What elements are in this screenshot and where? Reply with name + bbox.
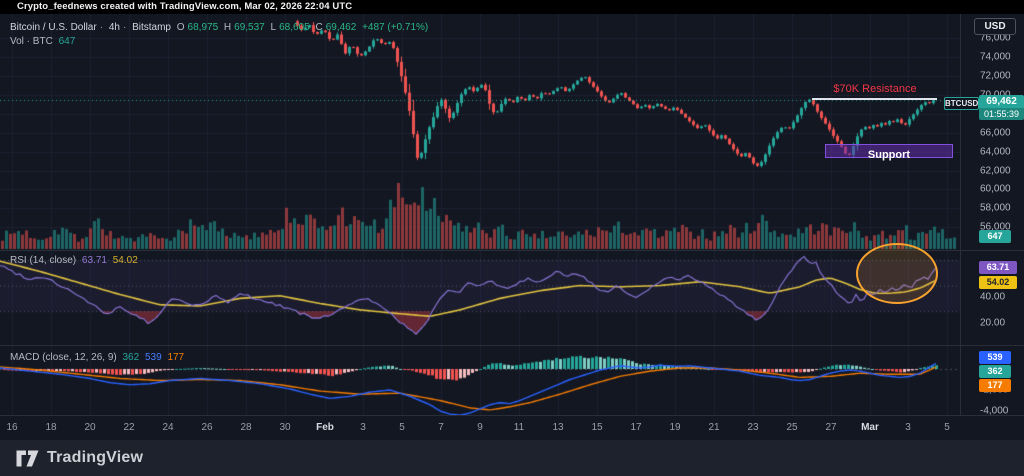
time-tick-label: 20 (84, 422, 96, 433)
tradingview-logo-icon (16, 450, 39, 466)
rsi-axis-badge: 63.71 (979, 261, 1017, 274)
macd-hist-axis-badge: 362 (979, 365, 1011, 378)
rsi-value: 63.71 (81, 255, 107, 266)
last-price-value: 69,462 (979, 95, 1024, 108)
macd-title[interactable]: MACD (close, 12, 26, 9) (10, 352, 117, 363)
axis-tick-label: 56,000 (980, 221, 1011, 233)
axis-tick-label: -4,000 (980, 405, 1009, 417)
macd-line-value: 539 (144, 352, 162, 363)
attribution-bar: Crypto_feednews created with TradingView… (0, 0, 1024, 14)
time-tick-label: 26 (201, 422, 213, 433)
footer-bar: TradingView (0, 440, 1024, 476)
time-tick-label: 11 (513, 422, 525, 433)
time-tick-label: 17 (630, 422, 642, 433)
rsi-ma-axis-badge: 54.02 (979, 276, 1017, 289)
volume-axis-badge: 647 (979, 230, 1011, 243)
axis-tick-label: 60,000 (980, 183, 1011, 195)
close-value: 69,462 (325, 22, 357, 33)
time-tick-label: 21 (708, 422, 720, 433)
macd-signal-axis-badge: 177 (979, 379, 1011, 392)
axis-tick-label: 20.00 (980, 317, 1006, 329)
high-label: H (223, 22, 232, 33)
time-tick-label: 28 (240, 422, 252, 433)
resistance-trendline[interactable] (812, 98, 937, 100)
time-tick-label: 18 (45, 422, 57, 433)
time-axis[interactable]: 16 18 20 22 24 26 28 30 Feb 3 5 7 9 11 13 15 17 19 21 23 25 2… (0, 415, 1024, 440)
time-tick-label: 5 (399, 422, 405, 433)
open-label: O (176, 22, 185, 33)
rsi-legend[interactable]: RSI (14, close) 63.71 54.02 (10, 255, 141, 266)
symbol-title[interactable]: Bitcoin / U.S. Dollar (10, 22, 97, 33)
time-tick-label: 22 (123, 422, 135, 433)
macd-signal-value: 177 (167, 352, 185, 363)
interval-label[interactable]: 4h (108, 22, 120, 33)
time-tick-label: 3 (360, 422, 366, 433)
axis-tick-label: 62,000 (980, 165, 1011, 177)
time-tick-label: 23 (747, 422, 759, 433)
macd-axis-badge: 539 (979, 351, 1011, 364)
volume-label: Vol · BTC (10, 36, 53, 47)
axis-tick-label: 64,000 (980, 146, 1011, 158)
time-tick-label: 5 (944, 422, 950, 433)
attribution-text: Crypto_feednews created with TradingView… (17, 1, 353, 12)
time-tick-label: 15 (591, 422, 603, 433)
low-label: L (270, 22, 277, 33)
low-value: 68,605 (279, 22, 310, 33)
rsi-ma-value: 54.02 (112, 255, 138, 266)
macd-hist-value: 362 (122, 352, 140, 363)
last-price-badge: 69,462 01:55:39 (979, 95, 1024, 120)
pane-separator-macd[interactable] (0, 345, 1024, 346)
axis-tick-label: 66,000 (980, 127, 1011, 139)
resistance-annotation-label[interactable]: $70K Resistance (833, 83, 917, 95)
time-tick-label: 7 (438, 422, 444, 433)
support-zone-box[interactable]: Support (825, 144, 953, 161)
time-tick-major: Mar (861, 422, 879, 433)
time-tick-major: Feb (316, 422, 334, 433)
support-annotation-label: Support (867, 149, 911, 161)
symbol-legend[interactable]: Bitcoin / U.S. Dollar · 4h · Bitstamp O 68,… (10, 22, 429, 33)
close-label: C (315, 22, 323, 33)
chart-area[interactable]: Bitcoin / U.S. Dollar · 4h · Bitstamp O 68,… (0, 14, 1024, 440)
change-value: +487 (+0.71%) (362, 22, 429, 33)
axis-tick-label: 76,000 (980, 32, 1011, 44)
price-axis-separator (960, 14, 961, 415)
time-tick-label: 3 (905, 422, 911, 433)
axis-tick-label: 58,000 (980, 202, 1011, 214)
chart-canvas[interactable] (0, 14, 960, 415)
volume-value: 647 (58, 36, 76, 47)
volume-legend[interactable]: Vol · BTC 647 (10, 36, 78, 47)
axis-tick-label: 40.00 (980, 291, 1006, 303)
pane-separator-rsi[interactable] (0, 250, 1024, 251)
symbol-price-label: BTCUSD (944, 97, 979, 110)
axis-tick-label: 74,000 (980, 51, 1011, 63)
time-tick-label: 9 (477, 422, 483, 433)
macd-legend[interactable]: MACD (close, 12, 26, 9) 362 539 177 (10, 352, 187, 363)
brand-name: TradingView (47, 449, 144, 466)
exchange-label: Bitstamp (132, 22, 171, 33)
time-tick-label: 16 (6, 422, 18, 433)
time-tick-label: 25 (786, 422, 798, 433)
bar-countdown: 01:55:39 (979, 108, 1024, 120)
rsi-title[interactable]: RSI (14, close) (10, 255, 77, 266)
time-tick-label: 27 (825, 422, 837, 433)
open-value: 68,975 (187, 22, 219, 33)
tradingview-brand[interactable]: TradingView (16, 449, 143, 467)
price-axis[interactable]: USD BTCUSD 69,462 01:55:39 647 63.71 54.… (944, 14, 1024, 417)
time-tick-label: 13 (552, 422, 564, 433)
time-tick-label: 30 (279, 422, 291, 433)
time-tick-label: 24 (162, 422, 174, 433)
high-value: 69,537 (234, 22, 265, 33)
time-tick-label: 19 (669, 422, 681, 433)
currency-toggle-button[interactable]: USD (974, 18, 1016, 35)
rsi-highlight-ellipse[interactable] (856, 243, 938, 304)
axis-tick-label: 72,000 (980, 70, 1011, 82)
